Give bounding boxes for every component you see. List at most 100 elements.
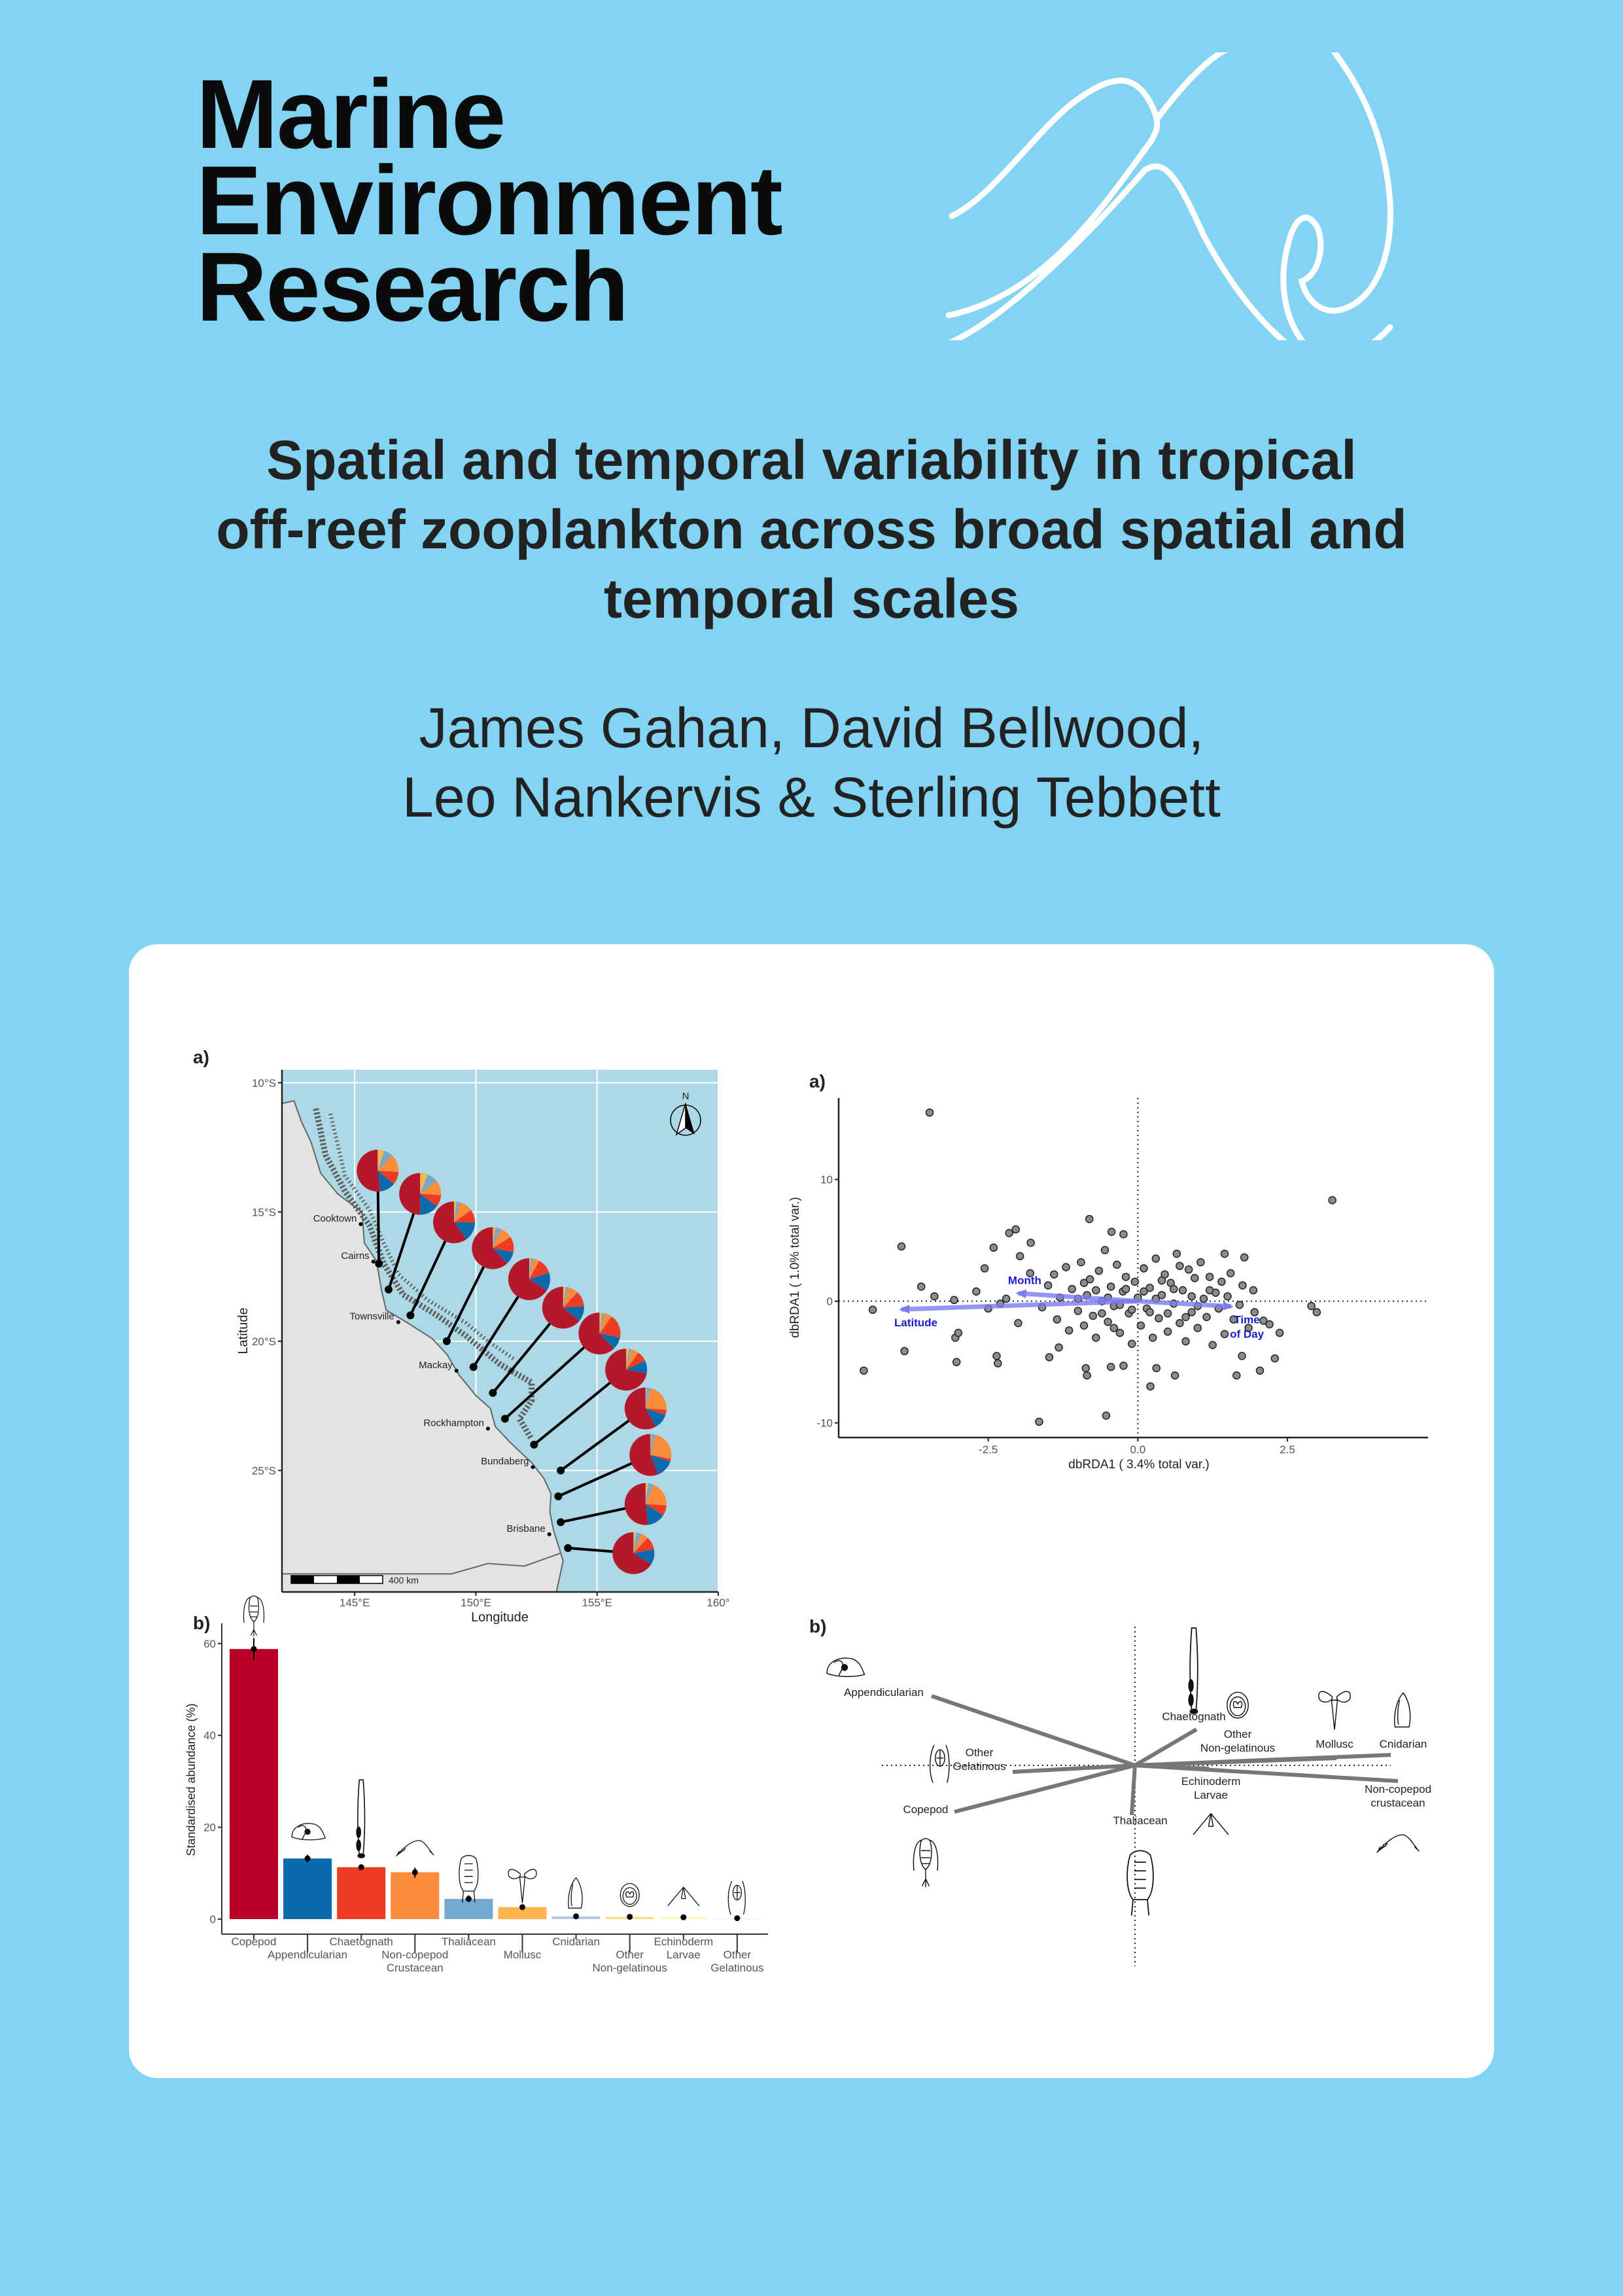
panel-label: b) bbox=[193, 1613, 210, 1633]
scatter-point bbox=[989, 1243, 998, 1252]
scatter-point bbox=[1240, 1253, 1249, 1262]
pie-slice bbox=[420, 1193, 438, 1215]
city-label: Rockhampton bbox=[423, 1417, 484, 1428]
x-tick-label: 145°E bbox=[340, 1597, 370, 1609]
scatter-point bbox=[1238, 1281, 1247, 1290]
city-marker bbox=[485, 1426, 490, 1431]
scatter-point bbox=[1011, 1225, 1021, 1234]
pie-slice bbox=[433, 1201, 466, 1244]
pie-slice bbox=[377, 1150, 393, 1171]
pie-slice bbox=[508, 1258, 547, 1300]
appendicularian-icon-part bbox=[826, 1657, 865, 1678]
pie-slice bbox=[645, 1388, 667, 1410]
scatter-point bbox=[1081, 1364, 1091, 1373]
x-tick-label: 0.0 bbox=[1130, 1443, 1146, 1456]
thaliacean-icon-part bbox=[462, 1891, 476, 1903]
scatter-point bbox=[1085, 1214, 1094, 1224]
vector-arrow bbox=[1018, 1291, 1138, 1304]
scatter-point bbox=[1119, 1361, 1128, 1370]
echinoderm-larva-icon-part bbox=[667, 1886, 700, 1907]
wave-logo-icon bbox=[945, 52, 1393, 340]
pie-slice bbox=[626, 1349, 629, 1370]
panel-label: a) bbox=[809, 1071, 826, 1091]
scatter-point bbox=[1100, 1246, 1109, 1254]
cnidarian-icon bbox=[568, 1877, 583, 1909]
biplot-panel: b) Appendicularian Chaetognath Other Non-ge… bbox=[809, 1616, 1431, 1966]
x-tick-label: Larvae bbox=[667, 1949, 701, 1961]
scatter-point bbox=[1106, 1362, 1115, 1371]
bar bbox=[230, 1649, 278, 1919]
vector-label: Appendicularian bbox=[844, 1686, 924, 1699]
copepod-icon bbox=[913, 1838, 939, 1888]
pie-slice bbox=[420, 1180, 442, 1195]
scatter-point bbox=[1176, 1262, 1184, 1270]
vector-label: Gelatinous bbox=[952, 1760, 1005, 1773]
scatter-point bbox=[1014, 1318, 1022, 1328]
x-tick-label: -2.5 bbox=[979, 1443, 998, 1456]
part bbox=[1229, 1696, 1246, 1716]
mollusc-icon-part bbox=[519, 1877, 526, 1903]
site-marker bbox=[564, 1544, 572, 1552]
mean-point bbox=[680, 1914, 687, 1920]
pie-slice bbox=[399, 1173, 421, 1215]
vector-label: Cnidarian bbox=[1380, 1738, 1427, 1750]
scatter-point bbox=[1232, 1371, 1241, 1380]
copepod-icon-part bbox=[919, 1838, 932, 1871]
appendicularian-icon-part bbox=[291, 1823, 326, 1841]
city-label: Mackay bbox=[419, 1360, 453, 1371]
pie-slice bbox=[645, 1408, 667, 1415]
city-marker bbox=[531, 1465, 535, 1470]
part bbox=[1189, 1708, 1198, 1714]
scatter-point bbox=[1043, 1281, 1053, 1290]
author-line: James Gahan, David Bellwood, bbox=[419, 697, 1204, 760]
crustacean-icon-part bbox=[396, 1847, 434, 1856]
city-label: Cooktown bbox=[313, 1213, 357, 1224]
scatter-point bbox=[1217, 1277, 1226, 1286]
pie-slice bbox=[633, 1538, 654, 1553]
site-connector bbox=[504, 1332, 601, 1420]
gelatinous-icon bbox=[727, 1881, 746, 1915]
scatter-point bbox=[1205, 1286, 1214, 1295]
x-tick-label: Mollusc bbox=[504, 1949, 542, 1961]
echinoderm-larva-icon bbox=[667, 1886, 700, 1907]
non-gelatinous-icon-part bbox=[1232, 1701, 1243, 1708]
scatter-point bbox=[1079, 1279, 1089, 1288]
mean-point bbox=[465, 1896, 472, 1902]
vector-label: Other bbox=[1224, 1728, 1252, 1740]
x-tick-label: 160° bbox=[707, 1597, 729, 1609]
scatter-point bbox=[1220, 1249, 1229, 1258]
bar bbox=[283, 1858, 332, 1919]
scatter-point bbox=[1249, 1286, 1258, 1295]
pie-slice bbox=[645, 1408, 666, 1427]
pie-slice bbox=[454, 1210, 476, 1223]
scatter-point bbox=[900, 1347, 909, 1356]
scale-bar: 400 km bbox=[290, 1575, 419, 1585]
non-gelatinous-icon bbox=[1227, 1691, 1249, 1719]
vector-label: Time bbox=[1234, 1314, 1259, 1326]
journal-name-line: Research bbox=[196, 232, 629, 342]
vector-arrow bbox=[901, 1299, 1138, 1312]
scatter-point bbox=[954, 1328, 963, 1337]
y-tick-label: 10°S bbox=[252, 1077, 276, 1089]
scatter-point bbox=[1275, 1328, 1284, 1337]
pie-slice bbox=[626, 1360, 648, 1374]
pie-slice bbox=[626, 1352, 646, 1370]
pie-slice bbox=[493, 1237, 514, 1252]
journal-name-line: Marine bbox=[196, 59, 506, 169]
vector-label: Month bbox=[1008, 1275, 1041, 1287]
panel-label: a) bbox=[193, 1047, 209, 1067]
part bbox=[1188, 1679, 1194, 1692]
journal-name: Marine Environment Research bbox=[196, 59, 783, 342]
vector-label: Larvae bbox=[1194, 1789, 1228, 1801]
reef-outline bbox=[313, 1108, 535, 1441]
scatter-point bbox=[1145, 1308, 1154, 1316]
site-marker bbox=[375, 1260, 383, 1268]
crustacean-icon-part bbox=[396, 1840, 434, 1856]
scatter-point bbox=[1136, 1321, 1145, 1330]
copepod-icon-part bbox=[913, 1839, 939, 1871]
scatter-point bbox=[1083, 1371, 1091, 1380]
scatter-point bbox=[1064, 1326, 1073, 1335]
scatter-point bbox=[1312, 1308, 1321, 1316]
vector-arrow bbox=[1138, 1299, 1232, 1309]
